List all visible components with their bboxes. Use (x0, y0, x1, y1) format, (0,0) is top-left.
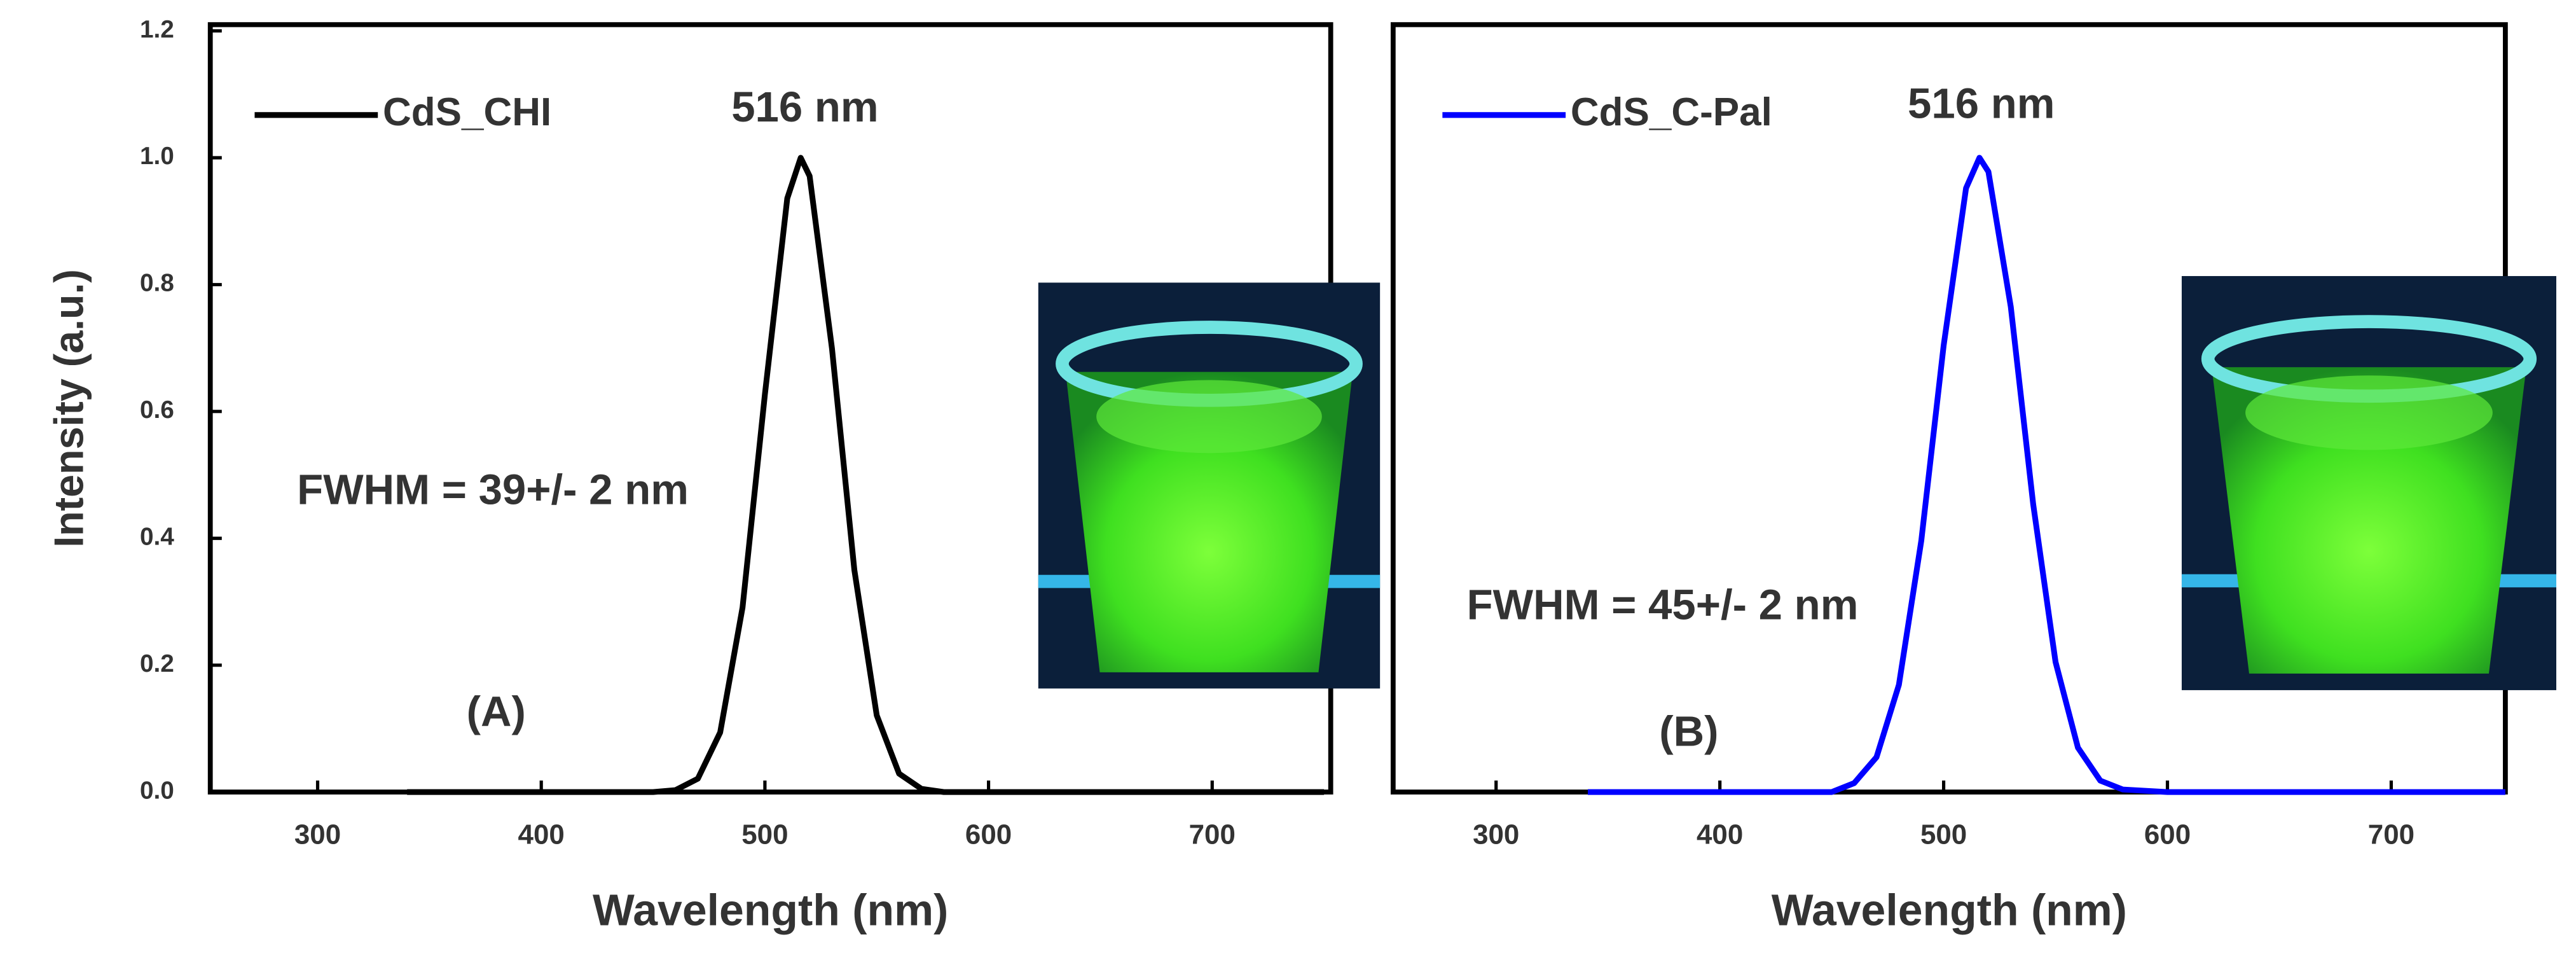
x-axis-label: Wavelength (nm) (593, 885, 948, 935)
x-tick-label: 700 (1189, 819, 1236, 850)
inset-photo (2181, 275, 2556, 690)
cup-body (2212, 367, 2526, 674)
annotation: 516 nm (731, 83, 878, 131)
x-tick-label: 400 (1697, 819, 1743, 850)
x-tick-label: 700 (2368, 819, 2414, 850)
x-axis-label: Wavelength (nm) (1772, 885, 2127, 935)
y-tick-label: 1.0 (140, 142, 174, 170)
y-tick-label: 0.0 (140, 777, 174, 804)
x-tick-label: 400 (518, 819, 565, 850)
y-tick-label: 0.6 (140, 396, 174, 424)
y-axis-label: Intensity (a.u.) (46, 269, 92, 548)
annotation: 516 nm (1908, 80, 2055, 128)
x-tick-label: 500 (741, 819, 788, 850)
y-tick-label: 1.2 (140, 16, 174, 43)
y-tick-label: 0.4 (140, 523, 174, 550)
spectrum-line (1588, 155, 2505, 795)
x-tick-label: 600 (965, 819, 1012, 850)
x-tick-label: 500 (1920, 819, 1967, 850)
annotation: FWHM = 45+/- 2 nm (1467, 581, 1859, 629)
legend-label: CdS_CHI (383, 90, 551, 134)
legend-label: CdS_C-Pal (1571, 90, 1772, 134)
annotation: FWHM = 39+/- 2 nm (297, 466, 689, 514)
x-tick-label: 600 (2144, 819, 2191, 850)
cup-surface (2245, 375, 2493, 450)
x-tick-label: 300 (1473, 819, 1519, 850)
inset-photo (1038, 282, 1381, 689)
cup-surface (1096, 380, 1322, 454)
annotation: (A) (467, 688, 526, 735)
y-tick-label: 0.8 (140, 270, 174, 297)
annotation: (B) (1659, 707, 1718, 755)
x-tick-label: 300 (294, 819, 341, 850)
cup-body (1065, 371, 1353, 672)
y-tick-label: 0.2 (140, 650, 174, 677)
spectrum-line (407, 155, 1325, 795)
